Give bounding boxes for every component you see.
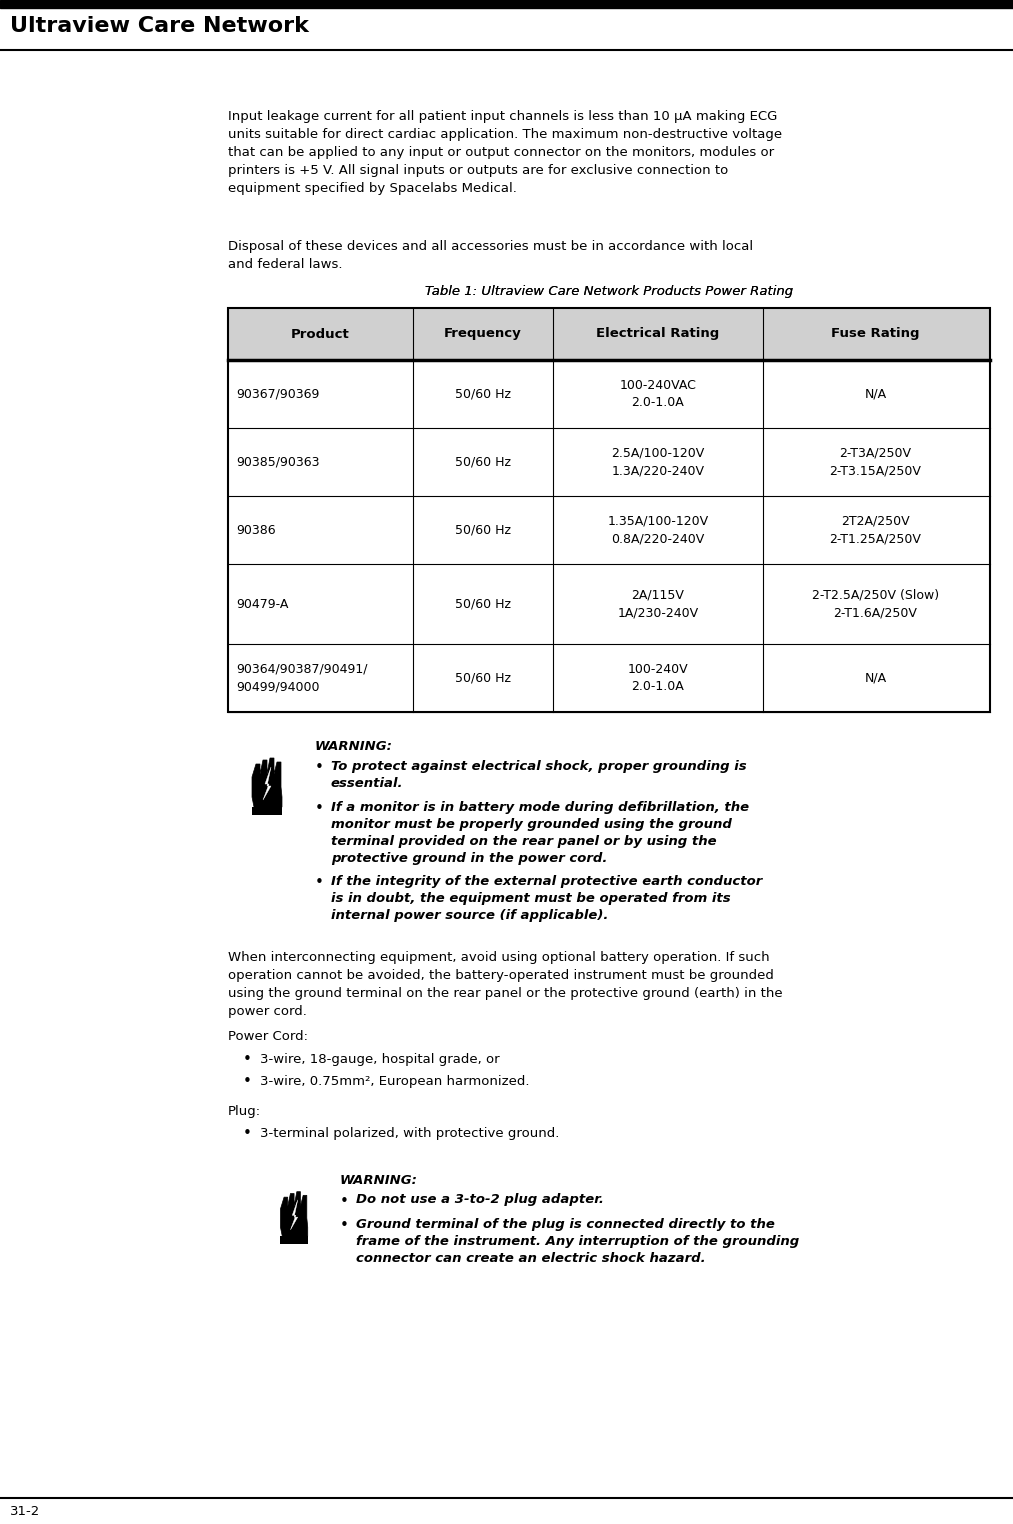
Text: 90367/90369: 90367/90369 [236, 387, 319, 401]
Polygon shape [281, 1192, 308, 1236]
Text: 50/60 Hz: 50/60 Hz [455, 456, 511, 468]
Text: Do not use a 3-to-2 plug adapter.: Do not use a 3-to-2 plug adapter. [356, 1193, 604, 1207]
Text: N/A: N/A [864, 387, 886, 401]
Text: N/A: N/A [864, 672, 886, 684]
Bar [228, 308, 990, 360]
Text: Plug:: Plug: [228, 1105, 261, 1117]
Text: 90385/90363: 90385/90363 [236, 456, 319, 468]
Polygon shape [263, 767, 271, 800]
Text: 50/60 Hz: 50/60 Hz [455, 672, 511, 684]
Text: 50/60 Hz: 50/60 Hz [455, 524, 511, 536]
Bar [281, 1236, 308, 1244]
Text: •: • [243, 1126, 252, 1141]
Text: 90386: 90386 [236, 524, 276, 536]
Text: 2-T2.5A/250V (Slow)
2-T1.6A/250V: 2-T2.5A/250V (Slow) 2-T1.6A/250V [812, 588, 939, 619]
Text: 1.35A/100-120V
0.8A/220-240V: 1.35A/100-120V 0.8A/220-240V [608, 515, 708, 546]
Text: Ultraview Care Network: Ultraview Care Network [10, 15, 309, 37]
Text: 3-terminal polarized, with protective ground.: 3-terminal polarized, with protective gr… [260, 1126, 559, 1140]
Text: 90364/90387/90491/
90499/94000: 90364/90387/90491/ 90499/94000 [236, 663, 368, 693]
Polygon shape [252, 757, 282, 808]
Text: WARNING:: WARNING: [340, 1173, 418, 1187]
Text: Table 1: Ultraview Care Network Products Power Rating: Table 1: Ultraview Care Network Products… [424, 285, 793, 299]
Text: •: • [315, 802, 324, 815]
Text: •: • [340, 1218, 348, 1233]
Text: Power Cord:: Power Cord: [228, 1030, 308, 1044]
Text: Disposal of these devices and all accessories must be in accordance with local
a: Disposal of these devices and all access… [228, 239, 753, 271]
Text: 50/60 Hz: 50/60 Hz [455, 387, 511, 401]
Text: 100-240V
2.0-1.0A: 100-240V 2.0-1.0A [628, 663, 688, 693]
Text: If the integrity of the external protective earth conductor
is in doubt, the equ: If the integrity of the external protect… [331, 875, 762, 922]
Text: Input leakage current for all patient input channels is less than 10 μA making E: Input leakage current for all patient in… [228, 110, 782, 195]
Text: To protect against electrical shock, proper grounding is
essential.: To protect against electrical shock, pro… [331, 760, 747, 789]
Bar [252, 808, 282, 815]
Text: •: • [315, 875, 324, 890]
Text: 2-T3A/250V
2-T3.15A/250V: 2-T3A/250V 2-T3.15A/250V [830, 447, 922, 477]
Text: Table 1: Ultraview Care Network Products Power Rating: Table 1: Ultraview Care Network Products… [424, 285, 793, 299]
Text: 90479-A: 90479-A [236, 597, 289, 611]
Text: 100-240VAC
2.0-1.0A: 100-240VAC 2.0-1.0A [620, 379, 697, 408]
Text: Electrical Rating: Electrical Rating [597, 328, 719, 340]
Text: Product: Product [291, 328, 349, 340]
Text: Frequency: Frequency [444, 328, 522, 340]
Text: •: • [243, 1074, 252, 1090]
Text: Ground terminal of the plug is connected directly to the
frame of the instrument: Ground terminal of the plug is connected… [356, 1218, 799, 1265]
Polygon shape [291, 1199, 298, 1230]
Text: 3-wire, 18-gauge, hospital grade, or: 3-wire, 18-gauge, hospital grade, or [260, 1053, 499, 1065]
Text: WARNING:: WARNING: [315, 741, 393, 753]
Text: •: • [243, 1053, 252, 1067]
Text: •: • [340, 1193, 348, 1209]
Text: 2.5A/100-120V
1.3A/220-240V: 2.5A/100-120V 1.3A/220-240V [612, 447, 705, 477]
Bar [228, 308, 990, 712]
Text: 50/60 Hz: 50/60 Hz [455, 597, 511, 611]
Text: If a monitor is in battery mode during defibrillation, the
monitor must be prope: If a monitor is in battery mode during d… [331, 802, 750, 866]
Text: Fuse Rating: Fuse Rating [832, 328, 920, 340]
Text: 3-wire, 0.75mm², European harmonized.: 3-wire, 0.75mm², European harmonized. [260, 1074, 530, 1088]
Bar [0, 0, 1013, 8]
Text: •: • [315, 760, 324, 776]
Text: 2A/115V
1A/230-240V: 2A/115V 1A/230-240V [618, 588, 699, 619]
Text: 2T2A/250V
2-T1.25A/250V: 2T2A/250V 2-T1.25A/250V [830, 515, 922, 546]
Text: 31-2: 31-2 [10, 1506, 41, 1518]
Text: When interconnecting equipment, avoid using optional battery operation. If such
: When interconnecting equipment, avoid us… [228, 951, 783, 1018]
